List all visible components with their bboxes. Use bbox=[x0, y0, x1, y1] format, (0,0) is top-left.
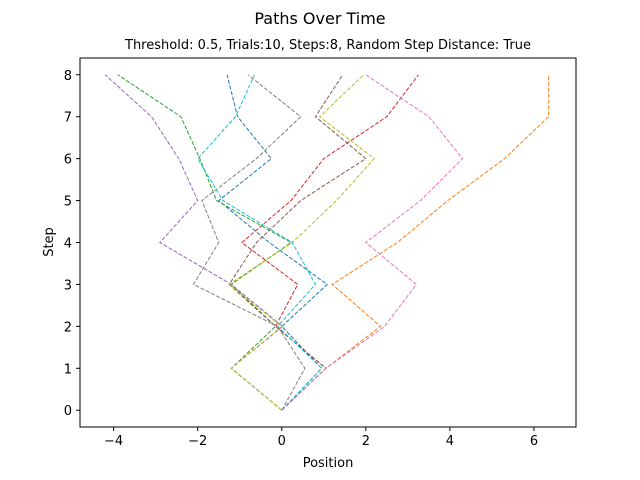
series-line-6 bbox=[228, 74, 367, 411]
y-axis-label: Step bbox=[42, 227, 57, 257]
y-tick-label: 4 bbox=[64, 237, 72, 252]
chart-subtitle: Threshold: 0.5, Trials:10, Steps:8, Rand… bbox=[124, 38, 531, 53]
plot-frame bbox=[79, 57, 577, 428]
x-tick-label: 0 bbox=[278, 434, 286, 449]
y-tick-label: 0 bbox=[64, 404, 72, 419]
x-tick-label: 2 bbox=[362, 434, 370, 449]
x-tick-label: 6 bbox=[530, 434, 538, 449]
plot-lines bbox=[104, 74, 550, 411]
y-tick-label: 1 bbox=[64, 362, 72, 377]
series-line-1 bbox=[217, 74, 328, 411]
x-tick-label: −4 bbox=[104, 434, 123, 449]
y-tick-label: 6 bbox=[64, 153, 72, 168]
series-line-9 bbox=[228, 74, 375, 411]
y-tick-label: 8 bbox=[64, 69, 72, 84]
series-line-10 bbox=[197, 74, 323, 411]
x-tick-label: 4 bbox=[446, 434, 454, 449]
y-tick-label: 5 bbox=[64, 195, 72, 210]
chart-title: Paths Over Time bbox=[254, 9, 385, 28]
y-tick-label: 3 bbox=[64, 278, 72, 293]
series-line-7 bbox=[281, 74, 464, 411]
series-line-2 bbox=[281, 74, 550, 411]
x-tick-label: −2 bbox=[188, 434, 207, 449]
series-line-8 bbox=[192, 74, 306, 411]
series-line-3 bbox=[117, 74, 292, 411]
y-tick-label: 7 bbox=[64, 111, 72, 126]
x-axis: −4 −2 0 2 4 6 bbox=[104, 427, 538, 449]
y-axis: 0 1 2 3 4 5 6 7 8 bbox=[64, 69, 80, 419]
x-axis-label: Position bbox=[303, 456, 354, 471]
y-tick-label: 2 bbox=[64, 320, 72, 335]
